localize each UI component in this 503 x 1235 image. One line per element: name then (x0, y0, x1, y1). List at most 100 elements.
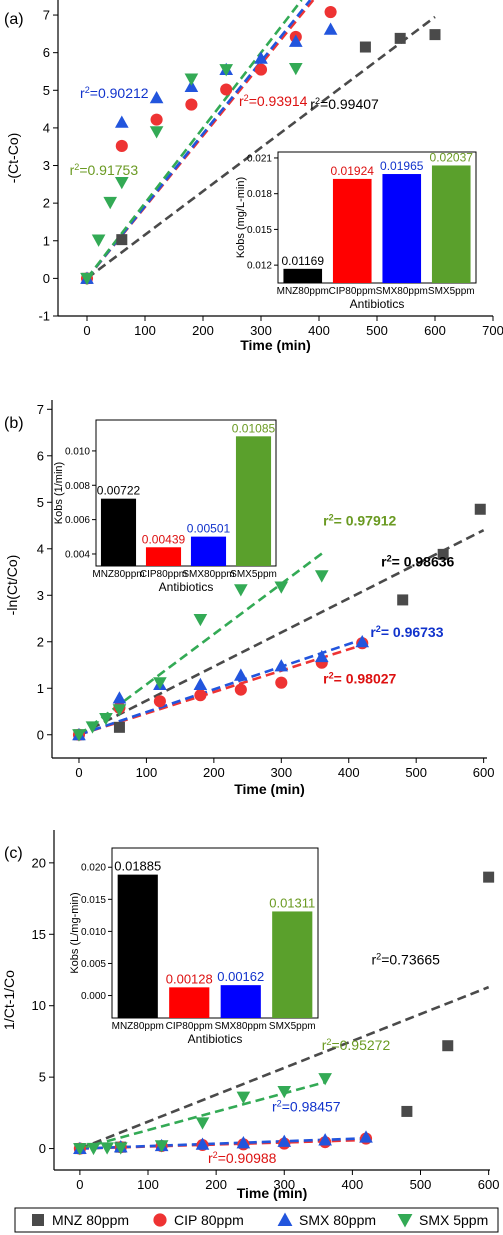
legend-label-smx5: SMX 5ppm (419, 1212, 488, 1228)
data-point-cip (115, 139, 128, 153)
inset-y-tick-label: 0.020 (81, 863, 106, 874)
data-point-smx80 (114, 115, 129, 128)
r2-annotation-smx80: r2=0.90212 (80, 85, 149, 101)
data-point-smx5 (114, 176, 129, 190)
data-point-smx5 (91, 234, 106, 247)
x-tick-label: 0 (76, 1177, 83, 1192)
data-point-smx80 (236, 1136, 251, 1149)
data-point-cip (153, 695, 166, 708)
data-point-mnz (401, 1105, 413, 1117)
x-tick-label: 0 (75, 765, 82, 780)
inset-bar-1 (100, 498, 137, 566)
inset-category-label: SMX5ppm (230, 569, 277, 580)
x-tick-label: 0 (83, 323, 90, 338)
fit-line-mnz (79, 985, 490, 1150)
data-point-smx5 (80, 272, 94, 286)
inset-category-label: CIP80ppm (140, 569, 187, 580)
x-tick-label: 500 (366, 323, 388, 338)
data-point-mnz (442, 1040, 454, 1052)
y-axis-label: 1/Ct-1/Co (1, 970, 17, 1030)
data-point-smx80 (112, 691, 127, 704)
x-tick-label: 100 (137, 1177, 159, 1192)
panel-label: (a) (4, 11, 24, 28)
legend-frame (14, 1207, 499, 1233)
data-point-mnz (397, 594, 409, 606)
x-tick-label: 500 (410, 1177, 432, 1192)
panel-label: (b) (4, 415, 24, 432)
fit-line-smx5 (85, 0, 303, 280)
inset-bar-2 (145, 547, 182, 566)
data-point-smx80 (314, 649, 329, 663)
panel-label: (c) (4, 845, 23, 862)
data-point-smx80 (195, 1137, 210, 1150)
inset-x-axis-label: Antibiotics (188, 1032, 243, 1046)
inset-bar-1 (117, 874, 158, 1018)
data-point-smx80 (355, 634, 370, 648)
data-point-cip (234, 683, 247, 696)
inset-category-label: SMX80ppm (182, 569, 234, 580)
inset-y-tick-label: 0.010 (65, 446, 90, 457)
inset-bar-value-label: 0.00162 (217, 969, 264, 984)
inset-y-axis-label: Kobs (1/min) (53, 462, 65, 524)
y-tick-label: 20 (32, 855, 46, 870)
y-axis-label: -ln(Ct/Co) (4, 555, 20, 616)
data-point-smx5 (149, 126, 164, 139)
x-axis-label: Time (min) (240, 337, 311, 353)
y-tick-label: 5 (43, 83, 50, 98)
data-point-smx80 (318, 1133, 332, 1146)
inset-category-label: MNZ80ppm (112, 1021, 164, 1032)
data-point-mnz (474, 503, 486, 515)
r2-annotation-mnz: r2=0.99407 (310, 96, 379, 112)
r2-annotation-smx80: r2= 0.96733 (370, 624, 443, 640)
data-point-smx5 (85, 721, 100, 734)
x-tick-label: 100 (134, 323, 156, 338)
inset-bar-value-label: 0.01965 (380, 159, 424, 173)
data-point-mnz (437, 548, 449, 560)
data-point-smx5 (288, 63, 303, 76)
inset-category-label: SMX5ppm (269, 1021, 316, 1032)
inset-bar-value-label: 0.00439 (142, 532, 186, 546)
inset-bar-chart: 0.012 0.015 0.018 0.021 0.01169 MNZ80ppm 0.019… (235, 150, 477, 311)
legend-label-mnz: MNZ 80ppm (52, 1212, 129, 1228)
data-point-cip (324, 5, 337, 19)
y-tick-label: 1 (43, 233, 50, 248)
data-point-smx5 (154, 1140, 169, 1153)
y-tick-label: 2 (37, 634, 44, 649)
inset-bar-chart: 0.000 0.005 0.010 0.015 0.020 0.01885 MNZ80ppm… (69, 847, 319, 1046)
inset-bar-3 (382, 174, 422, 283)
data-point-cip (275, 676, 288, 689)
y-tick-label: 6 (43, 45, 50, 60)
r2-annotation-smx5: r2=0.91753 (70, 162, 139, 178)
inset-bar-2 (332, 178, 372, 283)
inset-y-tick-label: 0.004 (65, 549, 90, 560)
data-point-smx5 (236, 1091, 251, 1104)
inset-bar-value-label: 0.01169 (282, 254, 325, 268)
y-tick-label: 3 (37, 588, 44, 603)
data-point-smx5 (219, 64, 234, 77)
chart-panel-3: 0 100 200 300 400 500 600 0 5 10 15 20 Time (min) 1/C… (1, 830, 499, 1201)
y-tick-label: 4 (37, 541, 44, 556)
data-point-smx5 (184, 73, 199, 86)
x-tick-label: 500 (405, 765, 427, 780)
data-point-mnz (483, 871, 495, 883)
inset-y-tick-label: 0.012 (247, 261, 272, 272)
inset-category-label: SMX80ppm (376, 286, 428, 297)
inset-category-label: CIP80ppm (166, 1021, 213, 1032)
data-point-smx80 (359, 1130, 373, 1143)
x-tick-label: 200 (205, 1177, 227, 1192)
x-tick-label: 600 (473, 765, 495, 780)
x-tick-label: 100 (136, 765, 158, 780)
data-point-smx5 (112, 704, 127, 717)
inset-bar-1 (283, 268, 323, 283)
r2-annotation-cip: r2=0.90988 (208, 1150, 277, 1166)
inset-bar-value-label: 0.01924 (331, 164, 375, 178)
data-point-smx5 (86, 1142, 101, 1156)
x-tick-label: 300 (270, 765, 292, 780)
x-tick-label: 600 (424, 323, 446, 338)
inset-bar-value-label: 0.02037 (430, 150, 474, 164)
legend-marker-mnz (32, 1214, 44, 1226)
data-point-mnz (359, 41, 371, 53)
r2-annotation-mnz: r2= 0.98636 (381, 553, 454, 569)
y-tick-label: 3 (43, 158, 50, 173)
inset-y-tick-label: 0.015 (81, 895, 106, 906)
